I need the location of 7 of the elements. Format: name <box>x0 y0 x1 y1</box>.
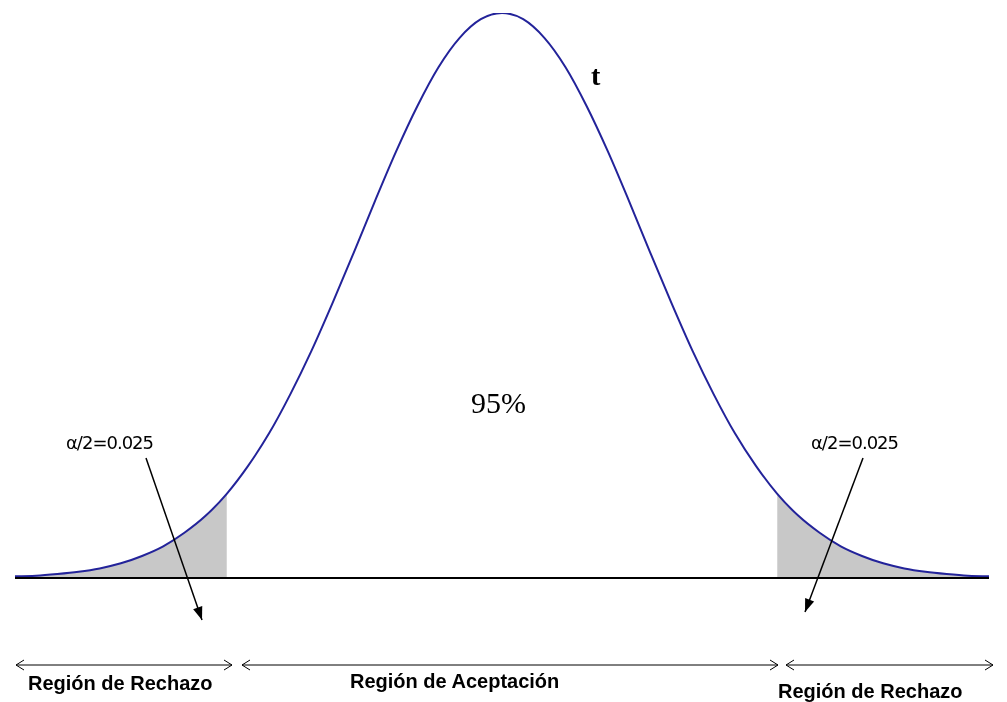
annotation: 95% <box>471 386 526 420</box>
text: Región de Rechazo <box>26 672 215 695</box>
text: Región de Aceptación <box>348 670 562 693</box>
annotation: α/2=0.025 <box>66 432 153 453</box>
annotation: α/2=0.025 <box>811 432 898 453</box>
annotation: t <box>591 60 601 92</box>
text: Región de Rechazo <box>776 680 965 702</box>
